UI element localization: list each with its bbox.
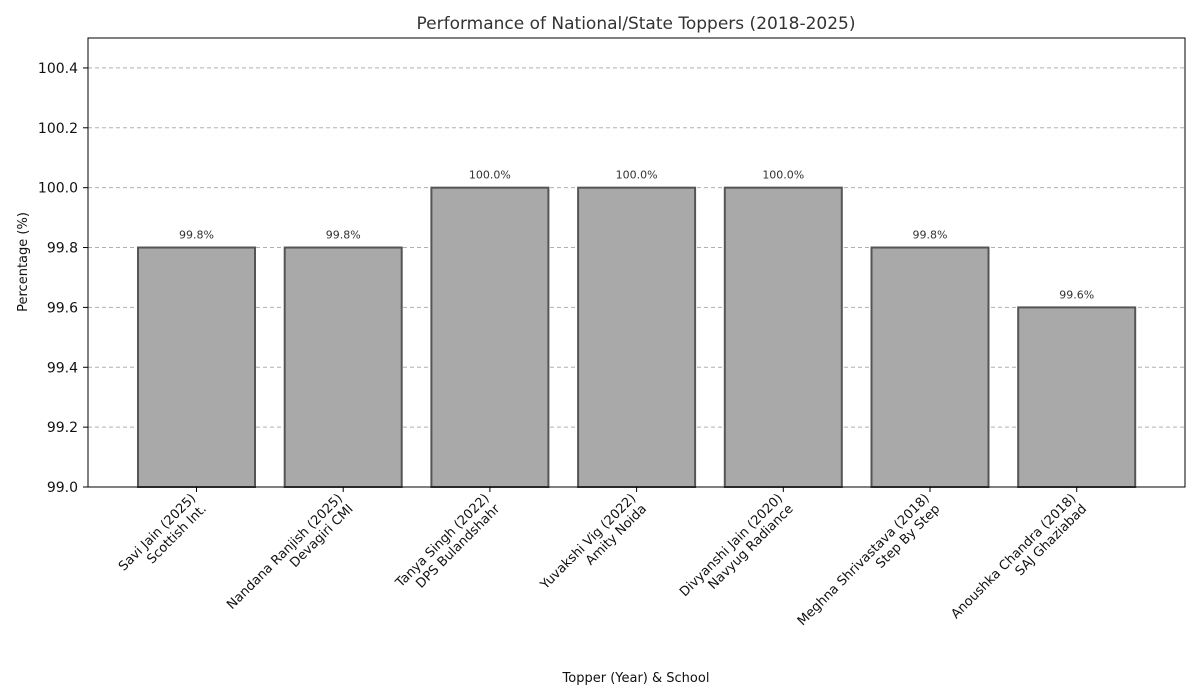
x-tick-label-line: Nandana Ranjish (2025) xyxy=(224,491,346,613)
data-labels: 99.8% 99.8% 100.0% 100.0% 100.0% 99.8% 99.6% xyxy=(179,169,1094,302)
x-tick-label: Yuvakshi Vig (2022)Amity Noida xyxy=(537,491,650,593)
bar-value-label: 100.0% xyxy=(469,169,511,182)
x-axis-label: Topper (Year) & School xyxy=(562,671,710,686)
x-tick-label-line: Yuvakshi Vig (2022) xyxy=(537,491,639,593)
bar xyxy=(1017,306,1137,488)
x-tick-label: Anoushka Chandra (2018)SAJ Ghaziabad xyxy=(948,491,1090,622)
x-tick-label: Savi Jain (2025)Scottish Int. xyxy=(116,491,210,574)
y-tick-label: 99.4 xyxy=(47,360,78,376)
x-tick-label-line: Meghna Shrivastava (2018) xyxy=(795,491,933,629)
bars xyxy=(137,186,1137,489)
y-tick-label: 100.4 xyxy=(38,61,78,77)
bar xyxy=(577,186,697,489)
bar xyxy=(723,186,843,489)
x-axis: Savi Jain (2025)Scottish Int. Nandana Ran… xyxy=(116,487,1090,629)
y-tick-label: 99.8 xyxy=(47,241,78,257)
y-tick-label: 100.0 xyxy=(38,181,78,197)
y-tick-label: 99.0 xyxy=(47,480,78,496)
bar-value-label: 99.8% xyxy=(326,229,361,242)
y-axis: 99.0 99.2 99.4 99.6 99.8 100.0 100.2 100.4 xyxy=(38,61,88,496)
bar-value-label: 99.6% xyxy=(1059,288,1094,301)
bar xyxy=(870,246,990,488)
x-tick-label: Meghna Shrivastava (2018)Step By Step xyxy=(795,491,944,629)
x-tick-label-line: Tanya Singh (2022) xyxy=(392,491,492,591)
bar xyxy=(283,246,403,488)
bar xyxy=(137,246,256,488)
x-tick-label: Divyanshi Jain (2020)Navyug Radiance xyxy=(677,491,796,600)
bar-value-label: 99.8% xyxy=(179,229,214,242)
y-tick-label: 99.6 xyxy=(47,300,78,316)
bar-value-label: 99.8% xyxy=(913,229,948,242)
bar-value-label: 100.0% xyxy=(616,169,658,182)
x-tick-label-line: Anoushka Chandra (2018) xyxy=(948,491,1079,622)
bar-value-label: 100.0% xyxy=(762,169,804,182)
x-tick-label-line: Divyanshi Jain (2020) xyxy=(677,491,786,600)
y-tick-label: 100.2 xyxy=(38,121,78,137)
chart-title: Performance of National/State Toppers (2… xyxy=(416,14,855,34)
x-tick-label: Nandana Ranjish (2025)Devagiri CMI xyxy=(224,491,356,613)
bar xyxy=(430,186,550,489)
y-axis-label: Percentage (%) xyxy=(16,212,31,312)
x-tick-label: Tanya Singh (2022)DPS Bulandshahr xyxy=(392,491,503,591)
y-tick-label: 99.2 xyxy=(47,420,78,436)
